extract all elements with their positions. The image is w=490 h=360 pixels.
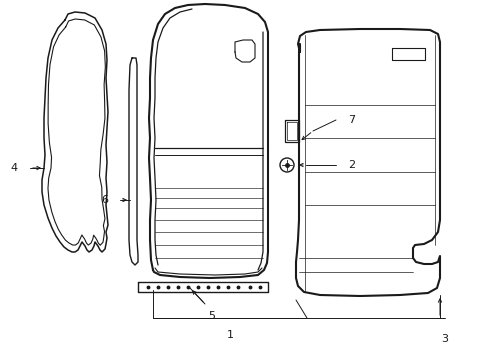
Text: 7: 7 — [348, 115, 355, 125]
Text: 2: 2 — [348, 160, 355, 170]
Text: 1: 1 — [226, 330, 234, 340]
Text: 3: 3 — [441, 334, 448, 344]
Text: 4: 4 — [11, 163, 18, 173]
Text: 6: 6 — [101, 195, 108, 205]
Text: 5: 5 — [209, 311, 216, 321]
